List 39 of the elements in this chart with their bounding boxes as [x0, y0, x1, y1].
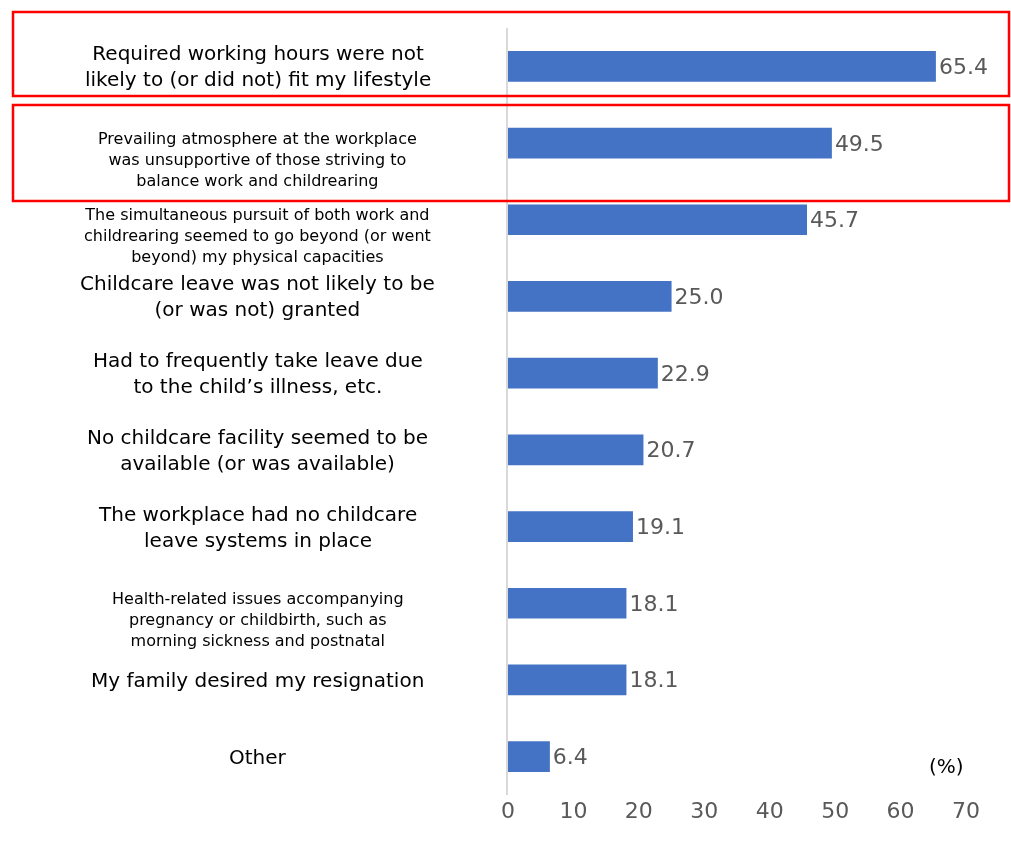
x-tick-label: 40 — [755, 798, 784, 823]
data-label: 19.1 — [635, 514, 685, 540]
x-tick-label: 50 — [821, 798, 850, 823]
data-label: 6.4 — [552, 744, 588, 770]
data-label: 22.9 — [660, 360, 710, 386]
data-label: 45.7 — [810, 207, 859, 233]
y-tick-label: Other — [229, 745, 287, 769]
x-tick-label: 10 — [559, 798, 588, 823]
bar — [508, 281, 672, 312]
data-label: 49.5 — [834, 130, 884, 156]
y-tick-label: Required working hours were not likely to (or did not) fit my lifestyle — [85, 41, 432, 91]
bar — [508, 664, 627, 696]
data-label: 25.0 — [674, 283, 724, 309]
y-tick-label: Prevailing atmosphere at the workplace was unsupportive of those striving to balance work and childrearing — [98, 129, 417, 190]
y-tick-label: My family desired my resignation — [91, 668, 425, 692]
bar — [508, 357, 658, 389]
x-tick-label: 60 — [886, 798, 915, 823]
data-label: 65.4 — [938, 53, 988, 79]
y-tick-label: Childcare leave was not likely to be (or was not) granted — [80, 271, 435, 321]
y-tick-label: Health-related issues accompanying pregnancy or childbirth, such as morning sickness and postnatal — [112, 589, 404, 650]
bar — [508, 587, 627, 619]
y-tick-label: No childcare facility seemed to be available (or was available) — [87, 425, 429, 475]
y-tick-label: Had to frequently take leave due to the child’s illness, etc. — [93, 348, 423, 398]
x-tick-label: 20 — [624, 798, 653, 823]
y-tick-label: The simultaneous pursuit of both work and childrearing seemed to go beyond (or went beyond) my physical capacities — [84, 205, 431, 266]
data-label: 18.1 — [629, 667, 679, 693]
x-tick-label: 0 — [501, 798, 515, 823]
bar — [508, 204, 808, 236]
bar — [508, 741, 550, 772]
bar — [508, 511, 633, 542]
data-label: 18.1 — [629, 590, 679, 616]
bar — [508, 51, 936, 82]
bar — [508, 434, 644, 466]
bar — [508, 127, 832, 159]
x-tick-label: 70 — [952, 798, 980, 823]
annotation: (%) — [929, 754, 964, 778]
y-tick-label: The workplace had no childcare leave systems in place — [98, 502, 418, 552]
data-label: 20.7 — [646, 437, 696, 463]
x-tick-label: 30 — [690, 798, 719, 823]
